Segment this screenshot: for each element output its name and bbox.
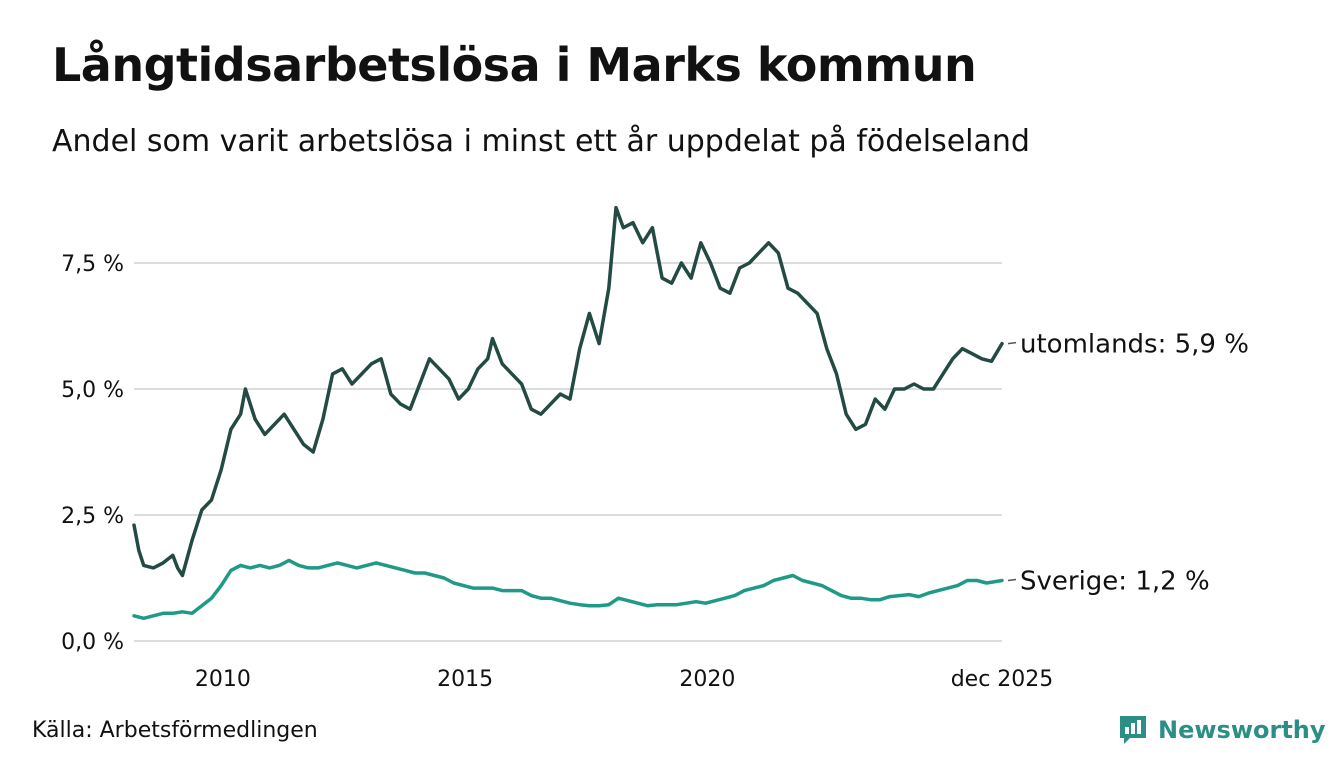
chart-subtitle: Andel som varit arbetslösa i minst ett å… [52, 124, 1030, 159]
brand-name: Newsworthy [1158, 716, 1326, 744]
series-line-utomlands [132, 205, 1004, 578]
x-tick-label: 2020 [679, 667, 735, 692]
x-axis-tick-labels: 2010 2015 2020 dec 2025 [195, 667, 1053, 692]
brand-logo: Newsworthy [1118, 714, 1326, 746]
y-tick-label: 5,0 % [61, 378, 124, 403]
y-tick-label: 0,0 % [61, 630, 124, 655]
chart-title: Långtidsarbetslösa i Marks kommun [52, 38, 977, 92]
series-line-sverige [132, 558, 1004, 621]
y-tick-label: 2,5 % [61, 504, 124, 529]
source-note: Källa: Arbetsförmedlingen [32, 718, 318, 743]
series-end-labels: utomlands: 5,9 % Sverige: 1,2 % [1007, 330, 1249, 597]
y-tick-label: 7,5 % [61, 252, 124, 277]
x-tick-label: dec 2025 [951, 667, 1054, 692]
end-label: utomlands: 5,9 % [1020, 330, 1249, 360]
x-tick-label: 2010 [195, 667, 251, 692]
leader-line [1007, 341, 1017, 345]
leader-line [1007, 578, 1017, 582]
y-axis-tick-labels: 0,0 % 2,5 % 5,0 % 7,5 % [61, 252, 124, 655]
x-tick-label: 2015 [437, 667, 493, 692]
series-lines [132, 205, 1004, 621]
newsworthy-logo-icon [1120, 716, 1146, 744]
gridlines [134, 262, 1002, 642]
end-label: Sverige: 1,2 % [1020, 567, 1210, 597]
